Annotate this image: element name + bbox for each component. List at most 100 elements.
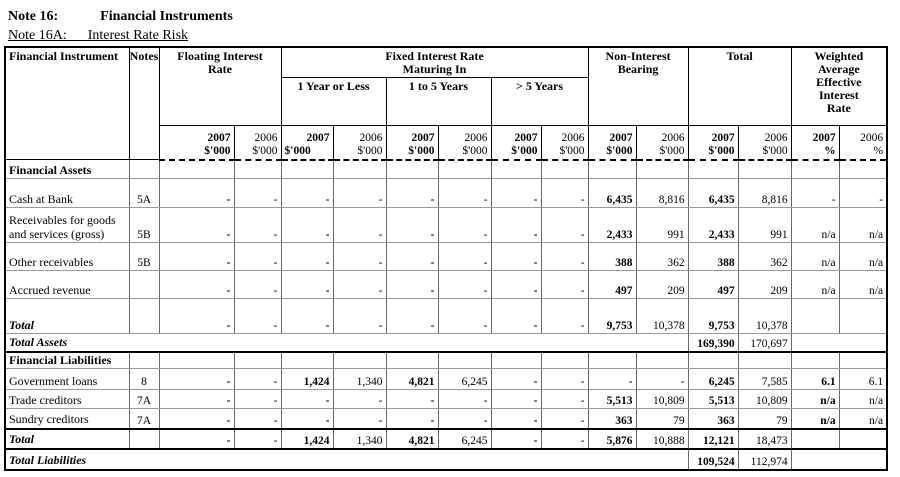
table-row: Other receivables 5B - - - - - - - - 388… <box>4 242 888 271</box>
cell: - <box>490 270 542 299</box>
cell: - <box>437 389 492 409</box>
col-header-fixed-rate: Fixed Interest Rate Maturing In <box>280 46 589 78</box>
cell: n/a <box>790 270 840 299</box>
year-header: 2007 $'000 <box>490 125 542 161</box>
cell: - <box>838 178 888 208</box>
cell: - <box>385 270 439 299</box>
cell: 6.1 <box>790 368 840 390</box>
empty-cell <box>128 350 160 369</box>
cell: 4,821 <box>385 427 439 449</box>
cell: 991 <box>737 207 792 243</box>
cell: 6,245 <box>687 368 739 390</box>
year-header: 2006 $'000 <box>737 125 792 161</box>
cell: 8,816 <box>737 178 792 208</box>
empty-cell <box>233 159 282 179</box>
col-header-gt-5-years: > 5 Years <box>490 77 589 126</box>
cell: 4,821 <box>385 368 439 390</box>
empty-cell <box>233 350 282 369</box>
cell: 79 <box>737 408 792 429</box>
cell: 8,816 <box>635 178 689 208</box>
cell: 10,809 <box>737 389 792 409</box>
row-label: Receivables for goods and services (gros… <box>4 207 130 243</box>
cell: - <box>490 368 542 390</box>
cell: - <box>280 270 334 299</box>
cell <box>838 427 888 449</box>
cell: - <box>437 242 492 271</box>
table-row: Receivables for goods and services (gros… <box>4 207 888 243</box>
cell: - <box>635 368 689 390</box>
table-row: Sundry creditors 7A - - - - - - - - 363 … <box>4 408 888 429</box>
cell: 209 <box>635 270 689 299</box>
cell: 1,340 <box>332 368 387 390</box>
cell: - <box>332 389 387 409</box>
row-label: Other receivables <box>4 242 130 271</box>
empty-cell <box>128 159 160 179</box>
interest-rate-risk-table: Financial Instrument Notes Floating Inte… <box>4 46 889 471</box>
empty-cell <box>490 159 542 179</box>
col-header-1-year-or-less: 1 Year or Less <box>280 77 387 126</box>
cell: - <box>540 242 589 271</box>
cell: - <box>280 408 334 429</box>
cell: - <box>540 270 589 299</box>
cell: - <box>280 207 334 243</box>
table-row: Financial Liabilities <box>4 350 888 369</box>
cell: n/a <box>790 389 840 409</box>
cell: - <box>332 408 387 429</box>
cell: - <box>158 207 235 243</box>
cell: - <box>332 207 387 243</box>
cell: - <box>490 178 542 208</box>
cell: n/a <box>838 270 888 299</box>
cell: - <box>385 408 439 429</box>
empty-cell <box>332 159 387 179</box>
table-row: Total - - 1,424 1,340 4,821 6,245 - - 5,… <box>4 427 888 449</box>
cell: 5,513 <box>687 389 739 409</box>
cell: 109,524 <box>687 447 739 470</box>
cell: - <box>280 242 334 271</box>
cell: - <box>540 298 589 334</box>
table-row: Trade creditors 7A - - - - - - - - 5,513… <box>4 389 888 409</box>
col-header-floating-rate: Floating Interest Rate <box>158 46 282 126</box>
cell: - <box>158 427 235 449</box>
cell: 1,424 <box>280 368 334 390</box>
cell: - <box>385 242 439 271</box>
year-header: 2007 $'000 <box>158 125 235 161</box>
cell: - <box>332 178 387 208</box>
cell: - <box>587 368 637 390</box>
row-label: Trade creditors <box>4 389 130 409</box>
cell: 363 <box>687 408 739 429</box>
cell: 170,697 <box>737 333 792 352</box>
empty-cell <box>838 350 888 369</box>
cell: 497 <box>687 270 739 299</box>
cell: - <box>280 298 334 334</box>
cell: - <box>437 298 492 334</box>
empty-cell <box>540 159 589 179</box>
cell: - <box>540 389 589 409</box>
empty-cell <box>158 159 235 179</box>
note-cell: 8 <box>128 368 160 390</box>
year-header: 2006 $'000 <box>332 125 387 161</box>
table-row: Cash at Bank 5A - - - - - - - - 6,435 8,… <box>4 178 888 208</box>
cell: 6,435 <box>587 178 637 208</box>
cell: n/a <box>838 408 888 429</box>
table-row: Government loans 8 - - 1,424 1,340 4,821… <box>4 368 888 390</box>
note-cell <box>128 270 160 299</box>
cell: - <box>385 298 439 334</box>
empty-cell <box>635 350 689 369</box>
col-header-financial-instrument: Financial Instrument <box>4 46 130 160</box>
cell: - <box>233 207 282 243</box>
empty-cell <box>587 159 637 179</box>
cell: 1,424 <box>280 427 334 449</box>
section-label: Financial Liabilities <box>4 350 130 369</box>
cell: - <box>158 389 235 409</box>
cell: - <box>540 207 589 243</box>
cell: - <box>385 178 439 208</box>
row-label: Government loans <box>4 368 130 390</box>
empty-cell <box>737 159 792 179</box>
cell: - <box>233 242 282 271</box>
section-label: Financial Assets <box>4 159 130 179</box>
note-cell: 7A <box>128 408 160 429</box>
year-header: 2007 $'000 <box>385 125 439 161</box>
note-cell: 5B <box>128 242 160 271</box>
empty-cell <box>385 159 439 179</box>
row-label: Total <box>4 427 130 449</box>
